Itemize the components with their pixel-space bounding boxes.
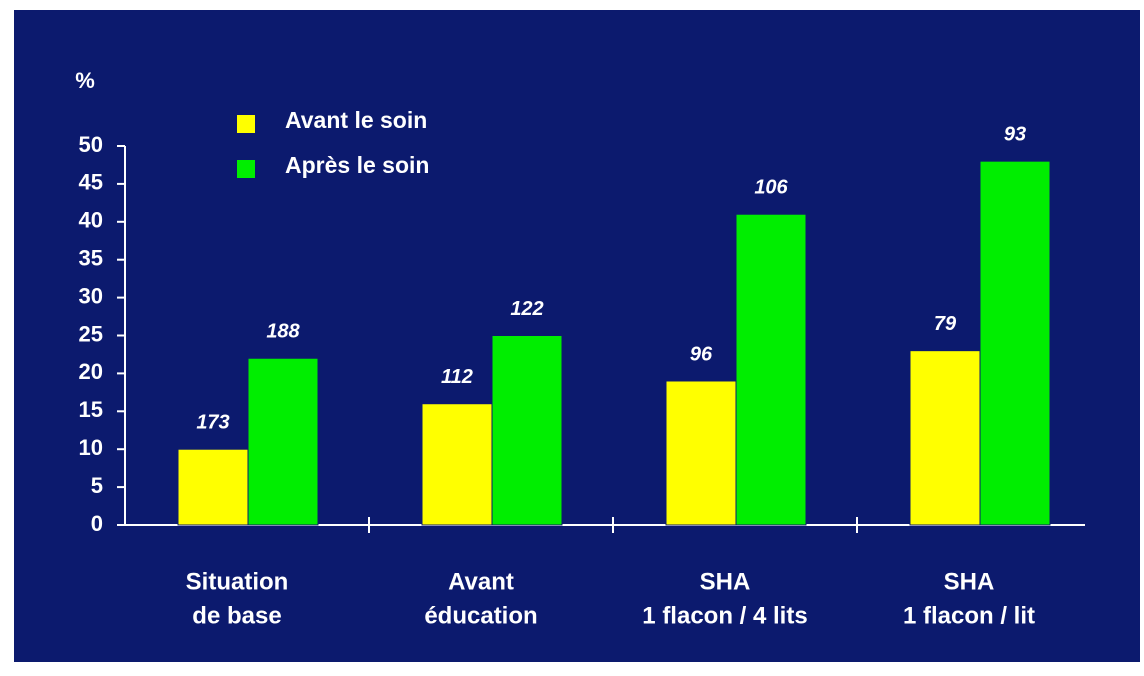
bar — [247, 357, 319, 526]
y-tick-label: 20 — [79, 359, 103, 384]
y-tick-label: 50 — [79, 132, 103, 157]
y-tick-label: 15 — [79, 397, 103, 422]
bar-label: 188 — [266, 321, 300, 343]
x-tick-label: 1 flacon / lit — [903, 602, 1035, 629]
bar — [979, 160, 1051, 526]
bar — [735, 213, 807, 526]
y-tick-label: 35 — [79, 246, 103, 271]
x-tick-label: 1 flacon / 4 lits — [642, 602, 807, 629]
legend-swatch — [237, 115, 255, 133]
bar-label: 112 — [441, 366, 473, 388]
bar-label: 173 — [196, 411, 229, 433]
legend-swatch — [237, 160, 255, 178]
y-tick-label: 0 — [91, 511, 103, 536]
bar — [491, 335, 563, 526]
legend-label: Après le soin — [285, 152, 429, 178]
y-tick-label: 30 — [79, 283, 103, 308]
legend-label: Avant le soin — [285, 107, 427, 133]
x-tick-label: SHA — [700, 568, 751, 595]
bar — [177, 448, 249, 526]
bar-label: 122 — [510, 298, 543, 320]
bar — [909, 350, 981, 526]
x-tick-label: SHA — [944, 568, 995, 595]
y-tick-label: 45 — [79, 170, 103, 195]
x-tick-label: Avant — [448, 568, 514, 595]
bar-label: 79 — [934, 313, 957, 335]
bar — [665, 380, 737, 526]
y-tick-label: 10 — [79, 435, 103, 460]
x-tick-label: Situation — [186, 568, 289, 595]
bar — [421, 403, 493, 526]
bar-label: 93 — [1004, 123, 1026, 145]
y-tick-label: 25 — [79, 321, 103, 346]
x-tick-label: éducation — [424, 602, 537, 629]
x-tick-label: de base — [192, 602, 281, 629]
bar-label: 96 — [690, 343, 713, 365]
y-axis-label: % — [75, 68, 95, 93]
chart-background — [14, 10, 1140, 662]
y-tick-label: 40 — [79, 208, 103, 233]
bar-label: 106 — [754, 177, 788, 199]
y-tick-label: 5 — [91, 473, 103, 498]
